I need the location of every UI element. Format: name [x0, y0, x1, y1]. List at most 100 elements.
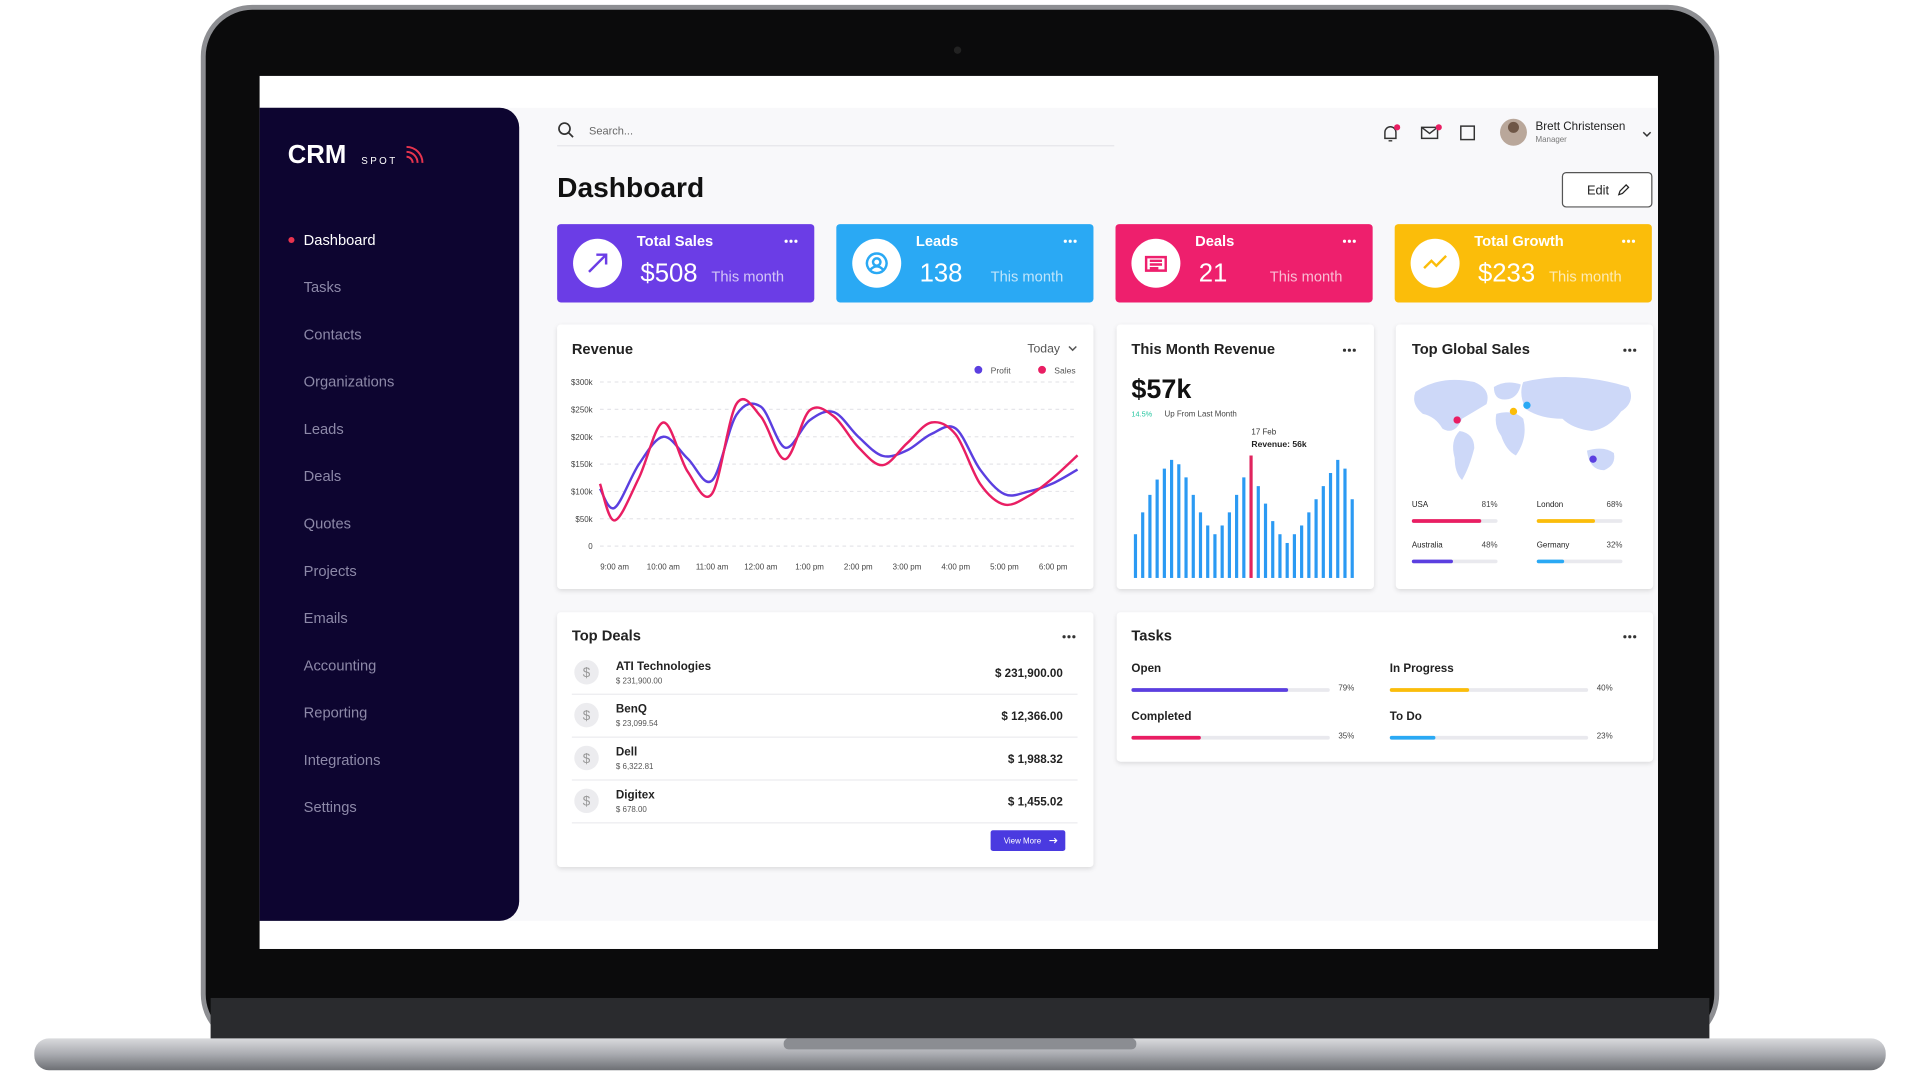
stat-card-menu[interactable] — [1068, 239, 1072, 243]
edit-button[interactable] — [1561, 172, 1653, 208]
menu-item[interactable]: Contacts — [304, 327, 362, 343]
stat-card-menu[interactable] — [1622, 239, 1626, 243]
view-more-button[interactable] — [990, 830, 1066, 852]
panel-menu[interactable] — [1067, 635, 1071, 639]
progress-bar — [1536, 519, 1596, 523]
progress-name: USA — [1412, 500, 1429, 509]
stat-card-menu[interactable] — [784, 239, 788, 243]
progress-label: 48% — [1482, 540, 1498, 549]
menu-item[interactable]: Integrations — [304, 753, 381, 769]
panel-menu[interactable] — [1342, 348, 1347, 352]
bar — [1220, 525, 1224, 578]
user-name[interactable]: Brett Christensen — [1536, 120, 1626, 133]
edit-button-label[interactable]: Edit — [1587, 183, 1610, 198]
bar — [1271, 521, 1275, 578]
progress-name: In Progress — [1390, 662, 1454, 675]
deal-icon — [574, 788, 599, 814]
deal-company[interactable]: BenQ — [616, 703, 647, 716]
stat-card-menu[interactable] — [1347, 239, 1351, 243]
stat-card-menu[interactable] — [1342, 239, 1347, 243]
panel-menu[interactable] — [1628, 348, 1632, 352]
mail-icon[interactable] — [1420, 126, 1439, 140]
bar — [1162, 468, 1166, 578]
deal-company[interactable]: Digitex — [616, 788, 655, 801]
panel-menu[interactable] — [1633, 348, 1637, 352]
map-marker — [1523, 401, 1531, 409]
deal-subtitle: $ 678.00 — [616, 805, 647, 814]
bar — [1292, 534, 1296, 578]
menu-item[interactable]: Quotes — [304, 516, 351, 532]
stat-card-menu[interactable] — [789, 239, 793, 243]
notification-badge — [1394, 124, 1401, 131]
chart-title: This Month Revenue — [1131, 342, 1275, 358]
deal-icon — [574, 702, 599, 728]
panel-menu[interactable] — [1628, 635, 1632, 639]
stat-card[interactable] — [557, 224, 815, 303]
bar — [1321, 486, 1325, 578]
progress-bar — [1131, 688, 1289, 692]
menu-item[interactable]: Settings — [304, 800, 357, 816]
progress-label: 35% — [1338, 731, 1354, 740]
stat-card-menu[interactable] — [1352, 239, 1356, 243]
edit-icon — [1617, 184, 1630, 196]
bar — [1249, 455, 1253, 578]
stat-card-menu[interactable] — [794, 239, 798, 243]
view-more-label[interactable]: View More — [1004, 837, 1042, 846]
range-select[interactable]: Today — [1027, 342, 1061, 356]
menu-item[interactable]: Reporting — [304, 706, 368, 722]
panel-menu[interactable] — [1062, 635, 1066, 639]
panel-menu[interactable] — [1633, 635, 1637, 639]
progress-bar — [1411, 559, 1453, 564]
progress-name: Australia — [1412, 540, 1443, 549]
menu-item[interactable]: Tasks — [304, 280, 342, 296]
chart-title: Revenue — [572, 342, 633, 358]
bar — [1350, 499, 1354, 578]
stat-card-title: Deals — [1195, 234, 1234, 250]
panel-menu[interactable] — [1352, 348, 1356, 352]
y-tick-label: $250k — [571, 405, 593, 414]
search-icon — [568, 132, 574, 138]
progress-label: 81% — [1482, 500, 1498, 509]
stat-card[interactable] — [836, 224, 1094, 303]
search-input[interactable]: Search... — [589, 126, 633, 138]
stat-card-value: 138 — [920, 260, 963, 288]
menu-item[interactable]: Organizations — [304, 375, 395, 391]
panel-menu[interactable] — [1623, 348, 1627, 352]
bar — [1307, 512, 1311, 578]
progress-name: Germany — [1537, 540, 1570, 549]
panel-menu[interactable] — [1623, 635, 1627, 639]
notifications-icon[interactable] — [1384, 126, 1397, 142]
menu-item[interactable]: Deals — [304, 469, 342, 485]
active-indicator — [288, 236, 295, 244]
logo: CRM — [288, 141, 347, 169]
stat-card-menu[interactable] — [1073, 239, 1077, 243]
stat-card-menu[interactable] — [1631, 239, 1636, 243]
panel-title: Top Deals — [572, 628, 641, 644]
x-tick-label: 10:00 am — [647, 562, 680, 571]
bar — [1300, 525, 1304, 578]
panel-menu[interactable] — [1072, 635, 1076, 639]
x-tick-label: 6:00 pm — [1039, 562, 1068, 571]
deal-company[interactable]: ATI Technologies — [616, 660, 711, 673]
menu-item[interactable]: Projects — [304, 564, 357, 580]
panel-menu[interactable] — [1347, 348, 1351, 352]
deal-amount: $ 12,366.00 — [1001, 710, 1062, 723]
deal-company[interactable]: Dell — [616, 746, 637, 759]
deal-icon-symbol: $ — [583, 794, 591, 809]
stat-card-menu[interactable] — [1063, 239, 1067, 243]
stat-card[interactable] — [1115, 224, 1373, 303]
stat-card[interactable] — [1394, 224, 1652, 303]
y-tick-label: $150k — [571, 460, 593, 469]
deal-icon-symbol: $ — [583, 665, 591, 680]
legend-marker — [974, 365, 983, 374]
calendar-icon[interactable] — [1460, 125, 1476, 141]
menu-item[interactable]: Emails — [304, 611, 348, 627]
stat-card-menu[interactable] — [1626, 239, 1631, 243]
menu-item[interactable]: Accounting — [304, 658, 377, 674]
range-select-chevron[interactable] — [1068, 346, 1077, 352]
menu-item[interactable]: Leads — [304, 422, 344, 438]
user-menu-chevron[interactable] — [1642, 131, 1652, 137]
menu-item[interactable]: Dashboard — [304, 233, 376, 249]
